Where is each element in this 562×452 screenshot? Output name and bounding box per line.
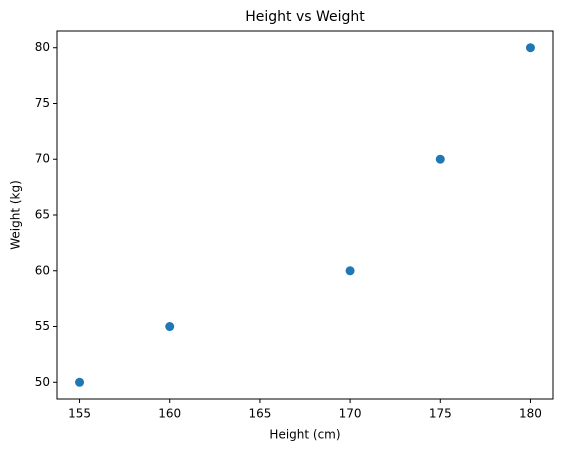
y-tick-label: 75 (35, 96, 50, 110)
x-tick-label: 155 (68, 407, 91, 421)
x-tick-label: 175 (429, 407, 452, 421)
point (345, 266, 355, 276)
point (525, 43, 535, 53)
x-axis-label: Height (cm) (269, 428, 340, 442)
point (435, 154, 445, 164)
y-tick-label: 80 (35, 40, 50, 54)
plot-frame (56, 30, 554, 400)
point (75, 377, 85, 387)
x-tick-label: 170 (339, 407, 362, 421)
y-axis-label: Weight (kg) (9, 180, 23, 250)
x-tick-label: 160 (158, 407, 181, 421)
x-tick-label: 165 (248, 407, 271, 421)
x-tick-label: 180 (519, 407, 542, 421)
y-tick-label: 70 (35, 152, 50, 166)
y-tick-label: 55 (35, 319, 50, 333)
y-tick-label: 50 (35, 375, 50, 389)
y-tick-label: 60 (35, 263, 50, 277)
y-tick-label: 65 (35, 208, 50, 222)
point (165, 322, 175, 332)
chart-title: Height vs Weight (245, 9, 365, 25)
